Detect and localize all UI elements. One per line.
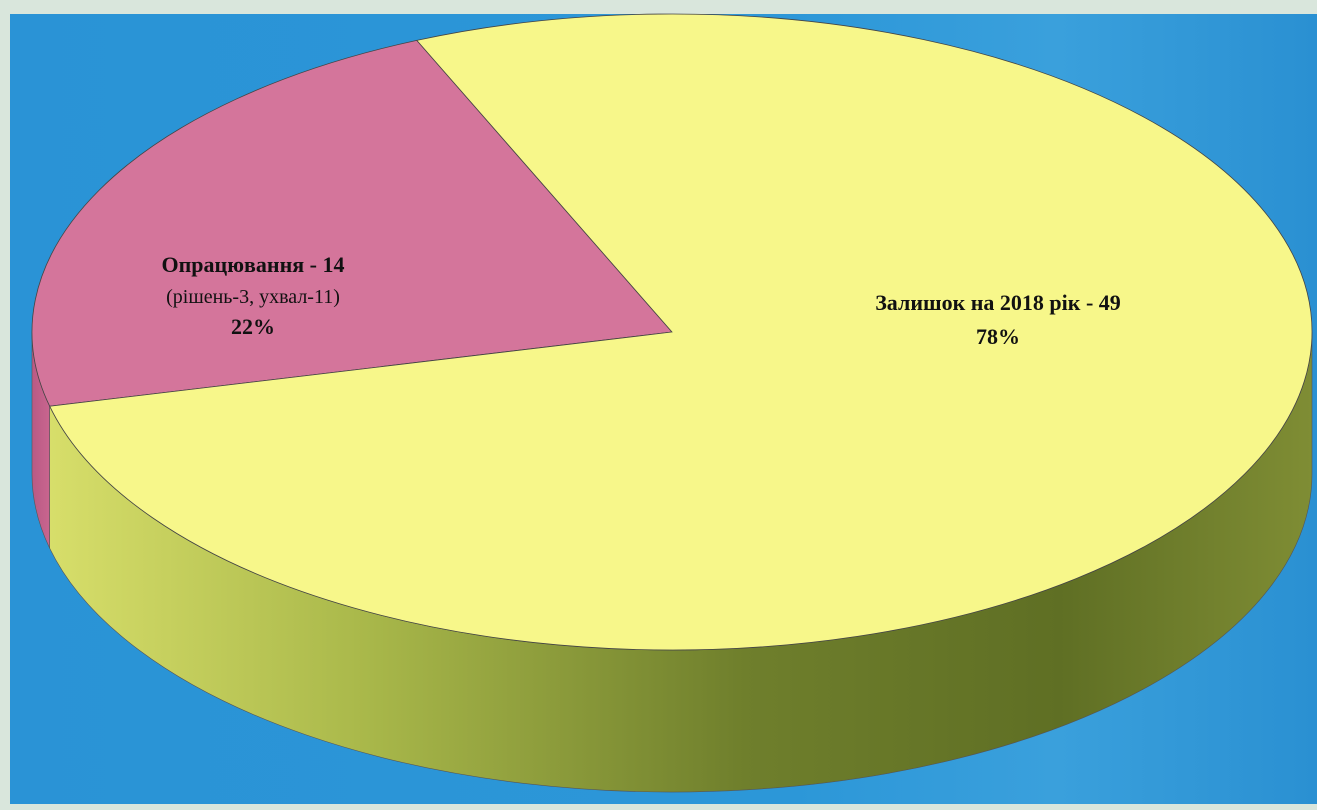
pie-slice-zalyshok bbox=[49, 13, 1313, 651]
slice-percent-opratsiuvannia: 22% bbox=[231, 314, 275, 339]
slice-label-zalyshok: Залишок на 2018 рік - 49 bbox=[875, 290, 1121, 315]
slice-sublabel-opratsiuvannia: (рішень-3, ухвал-11) bbox=[166, 286, 340, 308]
pie-slice-opratsiuvannia bbox=[31, 39, 673, 407]
slice-percent-zalyshok: 78% bbox=[976, 324, 1020, 349]
slice-label-opratsiuvannia: Опрацювання - 14 bbox=[162, 252, 345, 277]
